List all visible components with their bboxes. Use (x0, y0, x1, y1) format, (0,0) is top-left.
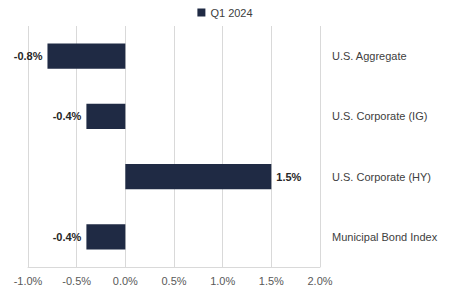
svg-text:1.0%: 1.0% (210, 275, 235, 287)
svg-text:Municipal Bond Index: Municipal Bond Index (332, 231, 438, 243)
svg-text:-1.0%: -1.0% (14, 275, 43, 287)
svg-text:U.S. Corporate (IG): U.S. Corporate (IG) (332, 110, 427, 122)
svg-text:2.0%: 2.0% (307, 275, 332, 287)
svg-text:U.S. Aggregate: U.S. Aggregate (332, 50, 407, 62)
svg-text:1.5%: 1.5% (276, 171, 301, 183)
svg-text:Q1 2024: Q1 2024 (210, 7, 252, 19)
svg-text:0.5%: 0.5% (161, 275, 186, 287)
svg-text:0.0%: 0.0% (113, 275, 138, 287)
svg-text:-0.8%: -0.8% (14, 50, 43, 62)
svg-text:1.5%: 1.5% (259, 275, 284, 287)
svg-text:-0.5%: -0.5% (62, 275, 91, 287)
svg-text:-0.4%: -0.4% (53, 231, 82, 243)
svg-text:U.S. Corporate (HY): U.S. Corporate (HY) (332, 171, 431, 183)
svg-text:-0.4%: -0.4% (53, 110, 82, 122)
